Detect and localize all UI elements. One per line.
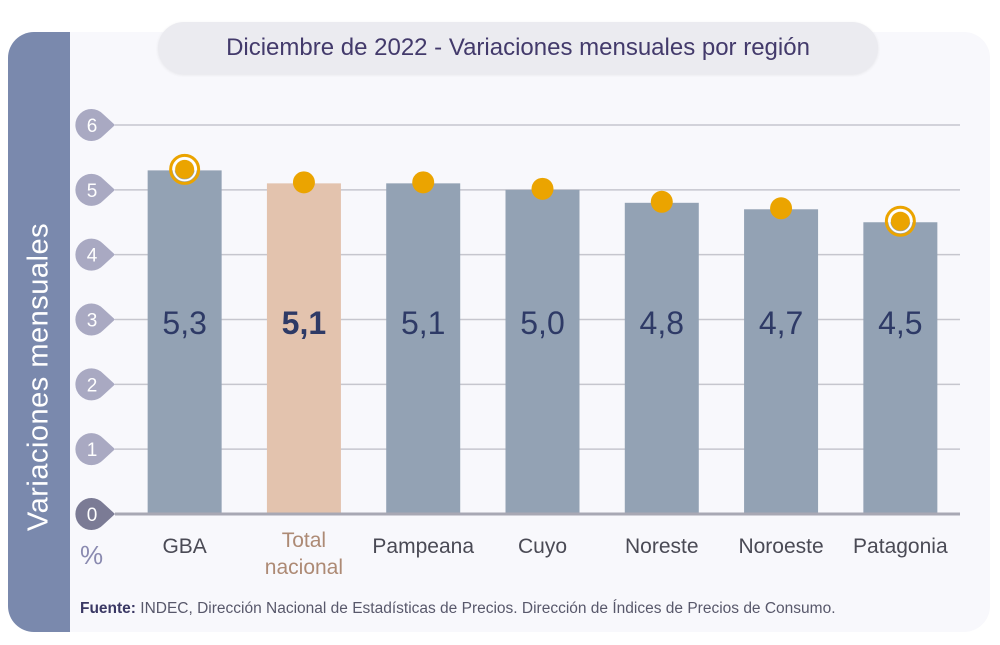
y-tick-bubble: [75, 303, 115, 336]
bar: [624, 202, 699, 513]
y-unit-label: %: [80, 540, 104, 570]
marker-dot: [412, 171, 435, 194]
marker-ring: [169, 153, 201, 185]
y-axis-sidebar: [8, 32, 70, 632]
y-tick-label: 1: [87, 440, 98, 461]
y-tick-bubble: [75, 238, 115, 271]
source-label: Fuente:: [80, 600, 136, 617]
marker-dot: [292, 171, 315, 194]
bar: [505, 189, 580, 513]
marker-dot: [175, 159, 195, 179]
x-tick-label: Pampeana: [372, 535, 474, 558]
y-tick-label: 6: [87, 116, 98, 137]
bar-value-label: 5,1: [282, 305, 326, 341]
bar: [386, 183, 461, 513]
marker-ring-inner: [888, 209, 913, 234]
y-tick-label: 0: [87, 505, 98, 526]
bar: [266, 183, 341, 513]
marker-dot: [890, 211, 910, 231]
marker-dot: [531, 177, 554, 200]
x-tick-label: Noreste: [625, 535, 699, 558]
x-tick-label: Patagonia: [853, 535, 948, 558]
chart-title-pill: Diciembre de 2022 - Variaciones mensuale…: [158, 22, 878, 74]
x-tick-label: Noroeste: [738, 535, 823, 558]
y-tick-bubble: [75, 498, 115, 530]
y-tick-bubble: [75, 368, 115, 401]
bar: [863, 222, 938, 513]
y-tick-bubble: [75, 173, 115, 206]
marker-dot: [650, 190, 673, 213]
marker-ring-inner: [172, 157, 197, 182]
bar-value-label: 5,0: [520, 305, 564, 341]
bar-value-label: 4,8: [640, 305, 684, 341]
source-note: Fuente: INDEC, Dirección Nacional de Est…: [80, 600, 836, 618]
bar-value-label: 4,7: [759, 305, 803, 341]
x-tick-label: Cuyo: [518, 535, 567, 558]
bar: [744, 209, 819, 513]
y-tick-bubble: [75, 109, 115, 142]
chart-title: Diciembre de 2022 - Variaciones mensuale…: [226, 34, 810, 61]
bar-value-label: 4,5: [878, 305, 922, 341]
source-text: INDEC, Dirección Nacional de Estadística…: [135, 600, 836, 617]
x-tick-label: GBA: [162, 535, 206, 558]
y-tick-bubble: [75, 433, 115, 466]
y-tick-label: 3: [87, 311, 98, 332]
x-tick-label: Total nacional: [265, 529, 343, 579]
y-tick-label: 2: [87, 375, 98, 396]
bar-value-label: 5,1: [401, 305, 445, 341]
marker-dot: [770, 197, 793, 220]
marker-ring: [884, 205, 916, 237]
y-tick-label: 4: [87, 246, 98, 267]
y-tick-label: 5: [87, 181, 98, 202]
bar: [147, 170, 222, 513]
bar-value-label: 5,3: [162, 305, 206, 341]
